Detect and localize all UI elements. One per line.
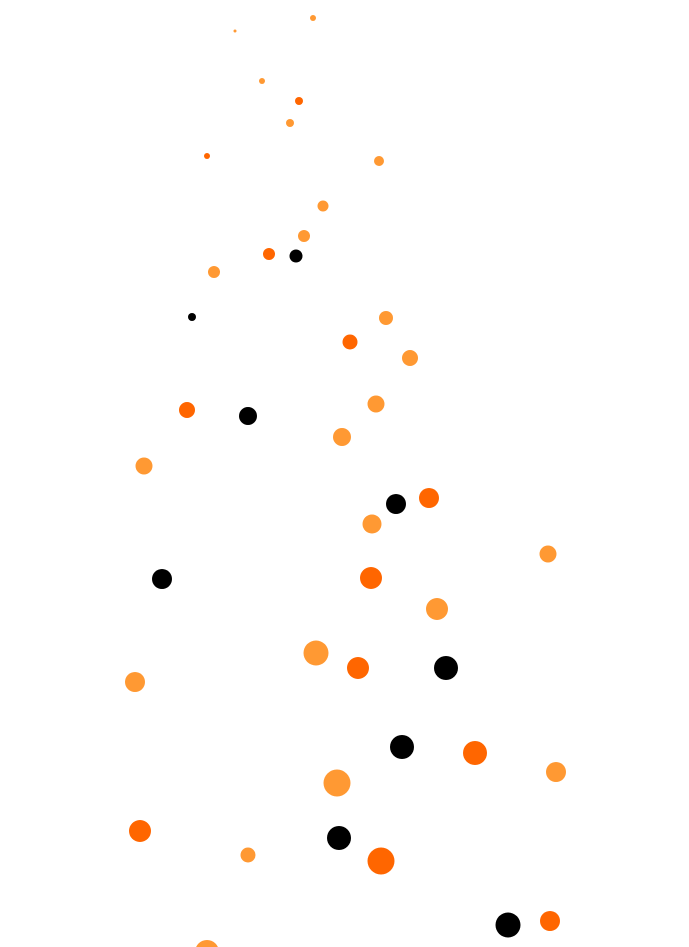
light-orange-dot (379, 311, 393, 325)
light-orange-dot (259, 78, 265, 84)
light-orange-dot (333, 428, 351, 446)
dark-orange-dot (204, 153, 210, 159)
dark-orange-dot (295, 97, 303, 105)
light-orange-dot (402, 350, 418, 366)
light-orange-dot (286, 119, 294, 127)
dark-orange-dot (540, 911, 560, 931)
light-orange-dot (196, 940, 218, 947)
dark-orange-dot (419, 488, 439, 508)
black-dot (152, 569, 172, 589)
light-orange-dot (240, 847, 256, 863)
light-orange-dot (426, 598, 448, 620)
black-dot (386, 494, 406, 514)
black-dot (239, 407, 257, 425)
dark-orange-dot (347, 657, 369, 679)
dark-orange-dot (463, 741, 487, 765)
light-orange-dot (125, 672, 145, 692)
light-orange-dot (233, 29, 237, 33)
dark-orange-dot (179, 402, 195, 418)
light-orange-dot (539, 545, 557, 563)
light-orange-dot (374, 156, 384, 166)
black-dot (390, 735, 414, 759)
dark-orange-dot (360, 567, 382, 589)
dark-orange-dot (129, 820, 151, 842)
black-dot (188, 313, 196, 321)
light-orange-dot (323, 769, 351, 797)
light-orange-dot (135, 457, 153, 475)
black-dot (289, 249, 303, 263)
dark-orange-dot (263, 248, 275, 260)
light-orange-dot (298, 230, 310, 242)
light-orange-dot (546, 762, 566, 782)
light-orange-dot (362, 514, 382, 534)
dark-orange-dot (342, 334, 358, 350)
light-orange-dot (310, 15, 316, 21)
light-orange-dot (208, 266, 220, 278)
light-orange-dot (367, 395, 385, 413)
black-dot (327, 826, 351, 850)
light-orange-dot (317, 200, 329, 212)
black-dot (434, 656, 458, 680)
dark-orange-dot (367, 847, 395, 875)
light-orange-dot (303, 640, 329, 666)
black-dot (495, 912, 521, 938)
